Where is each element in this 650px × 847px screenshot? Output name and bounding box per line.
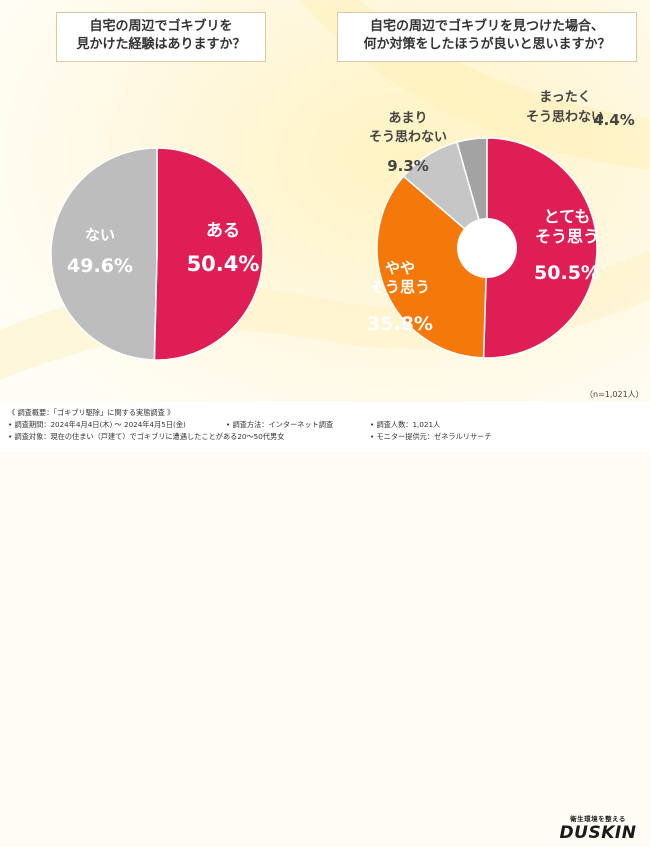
survey-period: • 調査期間：2024年4月4日(木) 〜 2024年4月5日(金) (8, 420, 186, 429)
right-pie-slice-somewhat-agree (376, 175, 488, 359)
right-pie-label-somewhat-disagree-line-1: あまり (388, 111, 427, 126)
left-pie-label-no-line-1: ない (85, 226, 115, 244)
left-question-title: 自宅の周辺でゴキブリを 見かけた経験はありますか？ (56, 12, 266, 62)
sample-size-note: （n=1,021人） (585, 390, 644, 399)
right-title-line-2: 何か対策をしたほうが良いと思いますか？ (363, 37, 611, 52)
right-pie-label-strongly-disagree-line-2: そう思わない (526, 110, 604, 125)
left-pie-value-yes: 50.4% (187, 252, 260, 276)
left-pie-slice-yes (153, 147, 264, 361)
survey-target: • 調査対象：現在の住まい（戸建て）でゴキブリに遭遇したことがある20〜50代男… (8, 432, 285, 441)
right-pie-value-somewhat-disagree: 9.3% (387, 157, 429, 175)
right-pie-label-somewhat-disagree-line-2: そう思わない (369, 130, 447, 145)
right-pie-slice-strongly-agree (482, 137, 598, 359)
right-pie-label-somewhat-agree-line-2: そう思う (370, 278, 430, 296)
pie-charts: ある50.4%ない49.6%とてもそう思う50.5%ややそう思う35.8%あまり… (50, 90, 635, 361)
right-pie-label-strongly-agree-line-2: そう思う (535, 227, 599, 246)
right-pie-value-strongly-agree: 50.5% (534, 262, 600, 284)
duskin-logo: 衛生環境を整える DUSKIN (554, 813, 642, 847)
logo-brand: DUSKIN (559, 823, 637, 843)
left-title-line-1: 自宅の周辺でゴキブリを (89, 19, 233, 34)
survey-method: • 調査方法：インターネット調査 (226, 420, 334, 429)
survey-respondents: • 調査人数：1,021人 (370, 420, 441, 429)
right-pie-label-somewhat-agree-line-1: やや (385, 259, 415, 277)
right-pie-center-hole (457, 218, 517, 278)
left-title-line-2: 見かけた経験はありますか？ (76, 37, 246, 52)
right-question-title: 自宅の周辺でゴキブリを見つけた場合、 何か対策をしたほうが良いと思いますか？ (337, 12, 637, 62)
monitor-provider: • モニター提供元：ゼネラルリサーチ (370, 432, 492, 441)
right-title-line-1: 自宅の周辺でゴキブリを見つけた場合、 (369, 19, 604, 34)
right-pie-label-strongly-disagree-line-1: まったく (539, 90, 590, 105)
survey-footer: 《 調査概要：「ゴキブリ駆除」に関する実態調査 》 • 調査期間：2024年4月… (0, 402, 650, 843)
right-pie-label-strongly-agree-line-1: とても (544, 207, 591, 226)
left-pie-slice-no (50, 147, 158, 361)
logo-tagline: 衛生環境を整える (570, 815, 626, 823)
survey-overview: 《 調査概要：「ゴキブリ駆除」に関する実態調査 》 (8, 408, 175, 417)
left-pie-label-yes-line-1: ある (206, 221, 240, 241)
right-pie-value-strongly-disagree: 4.4% (593, 111, 635, 129)
left-pie-value-no: 49.6% (67, 255, 133, 277)
right-pie-value-somewhat-agree: 35.8% (367, 313, 433, 335)
